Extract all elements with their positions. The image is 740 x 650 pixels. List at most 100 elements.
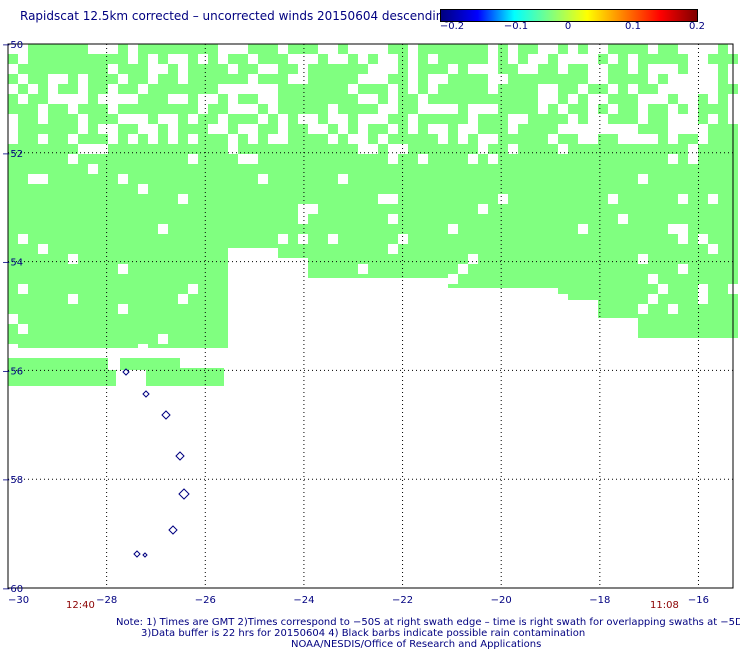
wind-cell	[578, 94, 588, 104]
wind-cell	[528, 144, 538, 154]
wind-cell	[348, 274, 358, 278]
wind-cell	[208, 194, 218, 204]
wind-cell	[308, 224, 318, 234]
wind-cell	[418, 254, 428, 264]
wind-cell	[8, 94, 18, 104]
wind-cell	[198, 64, 208, 74]
wind-cell	[708, 224, 718, 234]
wind-cell	[218, 94, 228, 104]
wind-cell	[468, 284, 478, 288]
wind-cell	[118, 124, 128, 134]
wind-cell	[38, 94, 48, 104]
wind-cell	[108, 164, 118, 174]
wind-cell	[98, 174, 108, 184]
wind-cell	[638, 294, 648, 304]
wind-cell	[498, 44, 508, 54]
wind-cell	[718, 264, 728, 274]
wind-cell	[308, 94, 318, 104]
wind-cell	[148, 94, 158, 104]
wind-cell	[408, 94, 418, 104]
wind-cell	[188, 54, 198, 64]
wind-cell	[308, 64, 318, 74]
wind-cell	[648, 144, 658, 154]
wind-cell	[138, 94, 148, 104]
wind-cell	[88, 344, 98, 348]
wind-cell	[58, 264, 68, 274]
wind-cell	[418, 234, 428, 244]
wind-cell	[608, 144, 618, 154]
wind-cell	[48, 184, 58, 194]
wind-cell	[708, 154, 718, 164]
wind-cell	[308, 214, 318, 224]
wind-cell	[258, 144, 268, 154]
wind-cell	[138, 244, 148, 254]
wind-cell	[218, 184, 228, 194]
wind-cell	[28, 214, 38, 224]
wind-cell	[458, 144, 468, 154]
wind-cell	[508, 84, 518, 94]
wind-cell	[688, 314, 698, 324]
wind-cell	[488, 254, 498, 264]
wind-cell	[578, 114, 588, 124]
wind-cell	[118, 284, 128, 294]
wind-cell	[48, 254, 58, 264]
wind-cell	[118, 194, 128, 204]
wind-cell	[538, 144, 548, 154]
wind-cell	[708, 134, 718, 144]
wind-cell	[508, 64, 518, 74]
wind-cell	[398, 254, 408, 264]
note-line-3: NOAA/NESDIS/Office of Research and Appli…	[291, 639, 542, 650]
wind-cell	[308, 274, 318, 278]
wind-cell	[258, 234, 268, 244]
wind-cell	[628, 144, 638, 154]
wind-cell	[28, 44, 38, 54]
wind-cell	[148, 214, 158, 224]
wind-cell	[718, 324, 728, 334]
wind-cell	[208, 334, 218, 344]
wind-cell	[88, 234, 98, 244]
wind-cell	[68, 84, 78, 94]
wind-cell	[318, 184, 328, 194]
wind-cell	[88, 244, 98, 254]
colorbar-label: 0	[564, 21, 572, 32]
wind-cell	[68, 164, 78, 174]
wind-cell	[248, 194, 258, 204]
wind-cell	[168, 64, 178, 74]
wind-cell	[718, 314, 728, 324]
wind-cell	[298, 184, 308, 194]
wind-cell	[608, 294, 618, 304]
wind-cell	[278, 64, 288, 74]
wind-cell	[518, 234, 528, 244]
wind-cell	[368, 224, 378, 234]
wind-cell	[68, 234, 78, 244]
wind-cell	[608, 214, 618, 224]
wind-cell	[608, 64, 618, 74]
wind-cell	[120, 358, 180, 370]
wind-cell	[468, 214, 478, 224]
wind-cell	[188, 224, 198, 234]
wind-cell	[338, 204, 348, 214]
wind-cell	[418, 64, 428, 74]
wind-cell	[548, 254, 558, 264]
wind-cell	[388, 234, 398, 244]
wind-cell	[718, 184, 728, 194]
wind-cell	[198, 164, 208, 174]
wind-cell	[538, 74, 548, 84]
wind-cell	[448, 84, 458, 94]
wind-cell	[168, 164, 178, 174]
wind-cell	[648, 244, 658, 254]
lat-tick-label: −50	[2, 40, 23, 51]
wind-cell	[718, 224, 728, 234]
wind-cell	[88, 194, 98, 204]
wind-cell	[228, 74, 238, 84]
wind-cell	[318, 94, 328, 104]
wind-cell	[518, 264, 528, 274]
wind-cell	[48, 114, 58, 124]
wind-cell	[218, 214, 228, 224]
wind-cell	[388, 254, 398, 264]
wind-cell	[18, 274, 28, 284]
wind-cell	[668, 284, 678, 294]
wind-cell	[438, 174, 448, 184]
wind-cell	[178, 174, 188, 184]
wind-cell	[228, 214, 238, 224]
